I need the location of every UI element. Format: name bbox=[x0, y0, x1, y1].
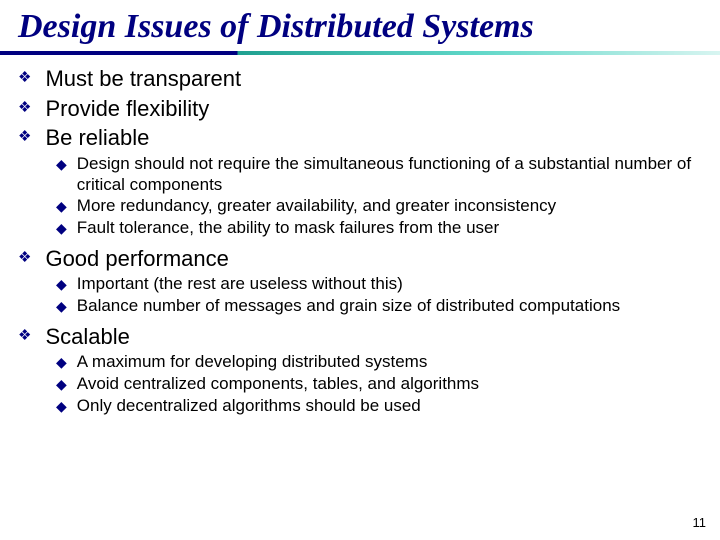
bullet-lvl2: ◆ More redundancy, greater availability, … bbox=[56, 196, 702, 217]
solid-diamond-bullet-icon: ◆ bbox=[56, 298, 67, 315]
solid-diamond-bullet-icon: ◆ bbox=[56, 220, 67, 237]
bullet-lvl1: ❖ Scalable bbox=[18, 323, 702, 351]
bullet-lvl2: ◆ Fault tolerance, the ability to mask fa… bbox=[56, 218, 702, 239]
solid-diamond-bullet-icon: ◆ bbox=[56, 276, 67, 293]
bullet-lvl2: ◆ A maximum for developing distributed sy… bbox=[56, 352, 702, 373]
bullet-lvl2-text: A maximum for developing distributed sys… bbox=[77, 352, 428, 373]
bullet-lvl1: ❖ Must be transparent bbox=[18, 65, 702, 93]
bullet-lvl1-text: Must be transparent bbox=[45, 65, 241, 93]
diamond-bullet-icon: ❖ bbox=[18, 127, 31, 145]
sub-bullet-group: ◆ Design should not require the simultane… bbox=[56, 154, 702, 239]
solid-diamond-bullet-icon: ◆ bbox=[56, 398, 67, 415]
bullet-lvl2: ◆ Avoid centralized components, tables, a… bbox=[56, 374, 702, 395]
bullet-lvl2-text: Only decentralized algorithms should be … bbox=[77, 396, 421, 417]
bullet-lvl1: ❖ Good performance bbox=[18, 245, 702, 273]
bullet-lvl2: ◆ Balance number of messages and grain si… bbox=[56, 296, 702, 317]
page-number: 11 bbox=[693, 515, 707, 530]
slide-title: Design Issues of Distributed Systems bbox=[0, 8, 720, 51]
bullet-lvl1-text: Good performance bbox=[45, 245, 228, 273]
diamond-bullet-icon: ❖ bbox=[18, 248, 31, 266]
slide-body: ❖ Must be transparent ❖ Provide flexibility… bbox=[0, 65, 720, 416]
diamond-bullet-icon: ❖ bbox=[18, 326, 31, 344]
bullet-lvl2-text: Important (the rest are useless without … bbox=[77, 274, 403, 295]
bullet-lvl2-text: Design should not require the simultaneo… bbox=[77, 154, 702, 195]
bullet-lvl2: ◆ Important (the rest are useless without… bbox=[56, 274, 702, 295]
bullet-lvl2-text: More redundancy, greater availability, a… bbox=[77, 196, 556, 217]
bullet-lvl2: ◆ Design should not require the simultane… bbox=[56, 154, 702, 195]
solid-diamond-bullet-icon: ◆ bbox=[56, 354, 67, 371]
slide: Design Issues of Distributed Systems ❖ Mu… bbox=[0, 0, 720, 540]
diamond-bullet-icon: ❖ bbox=[18, 68, 31, 86]
bullet-lvl1: ❖ Be reliable bbox=[18, 124, 702, 152]
bullet-lvl1-text: Scalable bbox=[45, 323, 129, 351]
bullet-lvl1-text: Be reliable bbox=[45, 124, 149, 152]
title-divider bbox=[0, 51, 720, 55]
bullet-lvl2: ◆ Only decentralized algorithms should be… bbox=[56, 396, 702, 417]
solid-diamond-bullet-icon: ◆ bbox=[56, 376, 67, 393]
bullet-lvl1-text: Provide flexibility bbox=[45, 95, 209, 123]
bullet-lvl2-text: Balance number of messages and grain siz… bbox=[77, 296, 620, 317]
bullet-lvl2-text: Avoid centralized components, tables, an… bbox=[77, 374, 479, 395]
solid-diamond-bullet-icon: ◆ bbox=[56, 156, 67, 173]
bullet-lvl2-text: Fault tolerance, the ability to mask fai… bbox=[77, 218, 499, 239]
sub-bullet-group: ◆ Important (the rest are useless without… bbox=[56, 274, 702, 316]
diamond-bullet-icon: ❖ bbox=[18, 98, 31, 116]
sub-bullet-group: ◆ A maximum for developing distributed sy… bbox=[56, 352, 702, 416]
solid-diamond-bullet-icon: ◆ bbox=[56, 198, 67, 215]
bullet-lvl1: ❖ Provide flexibility bbox=[18, 95, 702, 123]
